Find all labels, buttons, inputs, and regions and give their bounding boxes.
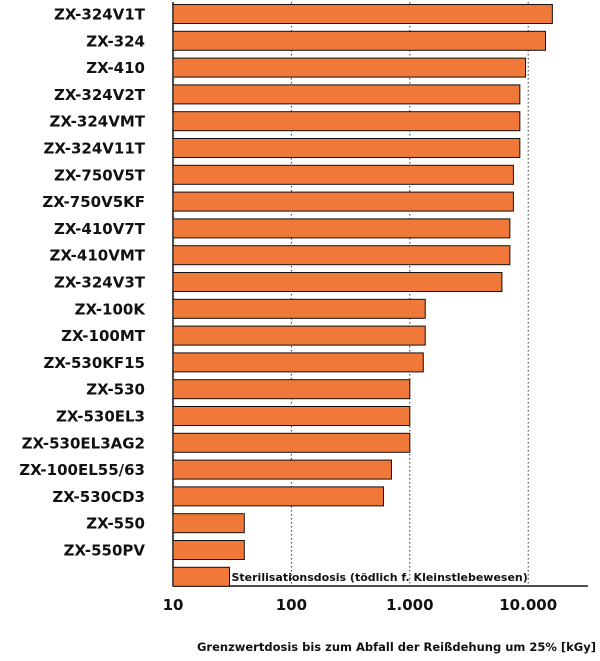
category-label: ZX-324VMT bbox=[49, 113, 145, 131]
category-label: ZX-100EL55/63 bbox=[19, 461, 145, 479]
bar bbox=[172, 540, 245, 560]
bar bbox=[172, 57, 527, 78]
category-label: ZX-530EL3AG2 bbox=[22, 434, 145, 452]
bar bbox=[172, 218, 511, 239]
category-label: ZX-530KF15 bbox=[44, 354, 146, 372]
category-label: ZX-100K bbox=[75, 300, 147, 318]
x-tick-label: 1.000 bbox=[386, 596, 433, 614]
bar bbox=[172, 486, 385, 507]
bar bbox=[172, 459, 392, 480]
x-tick-label: 100 bbox=[276, 596, 307, 614]
bar bbox=[172, 352, 424, 373]
bar bbox=[172, 138, 521, 158]
bar bbox=[172, 566, 230, 587]
category-label: ZX-550PV bbox=[64, 542, 146, 560]
bar bbox=[172, 272, 503, 292]
category-labels: ZX-324V1T ZX-324 ZX-410 ZX-324V2T ZX-324VMT Z… bbox=[19, 6, 146, 560]
bar bbox=[172, 325, 426, 346]
bar bbox=[172, 513, 245, 534]
x-tick-label: 10.000 bbox=[499, 596, 557, 614]
category-label: ZX-410VMT bbox=[49, 247, 145, 265]
annotations: Sterilisationsdosis (tödlich f. Kleinstl… bbox=[231, 571, 527, 584]
annotation-label: Sterilisationsdosis (tödlich f. Kleinstl… bbox=[231, 571, 527, 584]
category-label: ZX-324 bbox=[86, 32, 145, 50]
category-label: ZX-530EL3 bbox=[56, 408, 145, 426]
category-label: ZX-100MT bbox=[61, 327, 146, 345]
category-label: ZX-750V5T bbox=[54, 166, 146, 184]
x-tick-label: 10 bbox=[163, 596, 184, 614]
x-tick-labels: 10 100 1.000 10.000 bbox=[163, 596, 558, 614]
category-label: ZX-410 bbox=[86, 59, 145, 77]
bar bbox=[172, 4, 553, 24]
bar bbox=[172, 432, 411, 453]
bar bbox=[172, 84, 521, 105]
category-label: ZX-750V5KF bbox=[42, 193, 145, 211]
bar bbox=[172, 379, 411, 400]
bar bbox=[172, 164, 514, 185]
category-label: ZX-324V1T bbox=[54, 6, 146, 24]
bar bbox=[172, 245, 511, 266]
x-axis-label: Grenzwertdosis bis zum Abfall der Reißde… bbox=[197, 640, 596, 654]
category-label: ZX-324V11T bbox=[44, 140, 146, 158]
category-label: ZX-550 bbox=[86, 515, 145, 533]
category-label: ZX-530 bbox=[86, 381, 145, 399]
bar bbox=[172, 406, 411, 426]
category-label: ZX-324V2T bbox=[54, 86, 146, 104]
bar bbox=[172, 30, 547, 51]
category-label: ZX-410V7T bbox=[54, 220, 146, 238]
bars bbox=[172, 4, 553, 587]
bar bbox=[172, 111, 521, 132]
bar bbox=[172, 191, 514, 212]
category-label: ZX-530CD3 bbox=[52, 488, 145, 506]
bar bbox=[172, 298, 426, 319]
category-label: ZX-324V3T bbox=[54, 274, 146, 292]
